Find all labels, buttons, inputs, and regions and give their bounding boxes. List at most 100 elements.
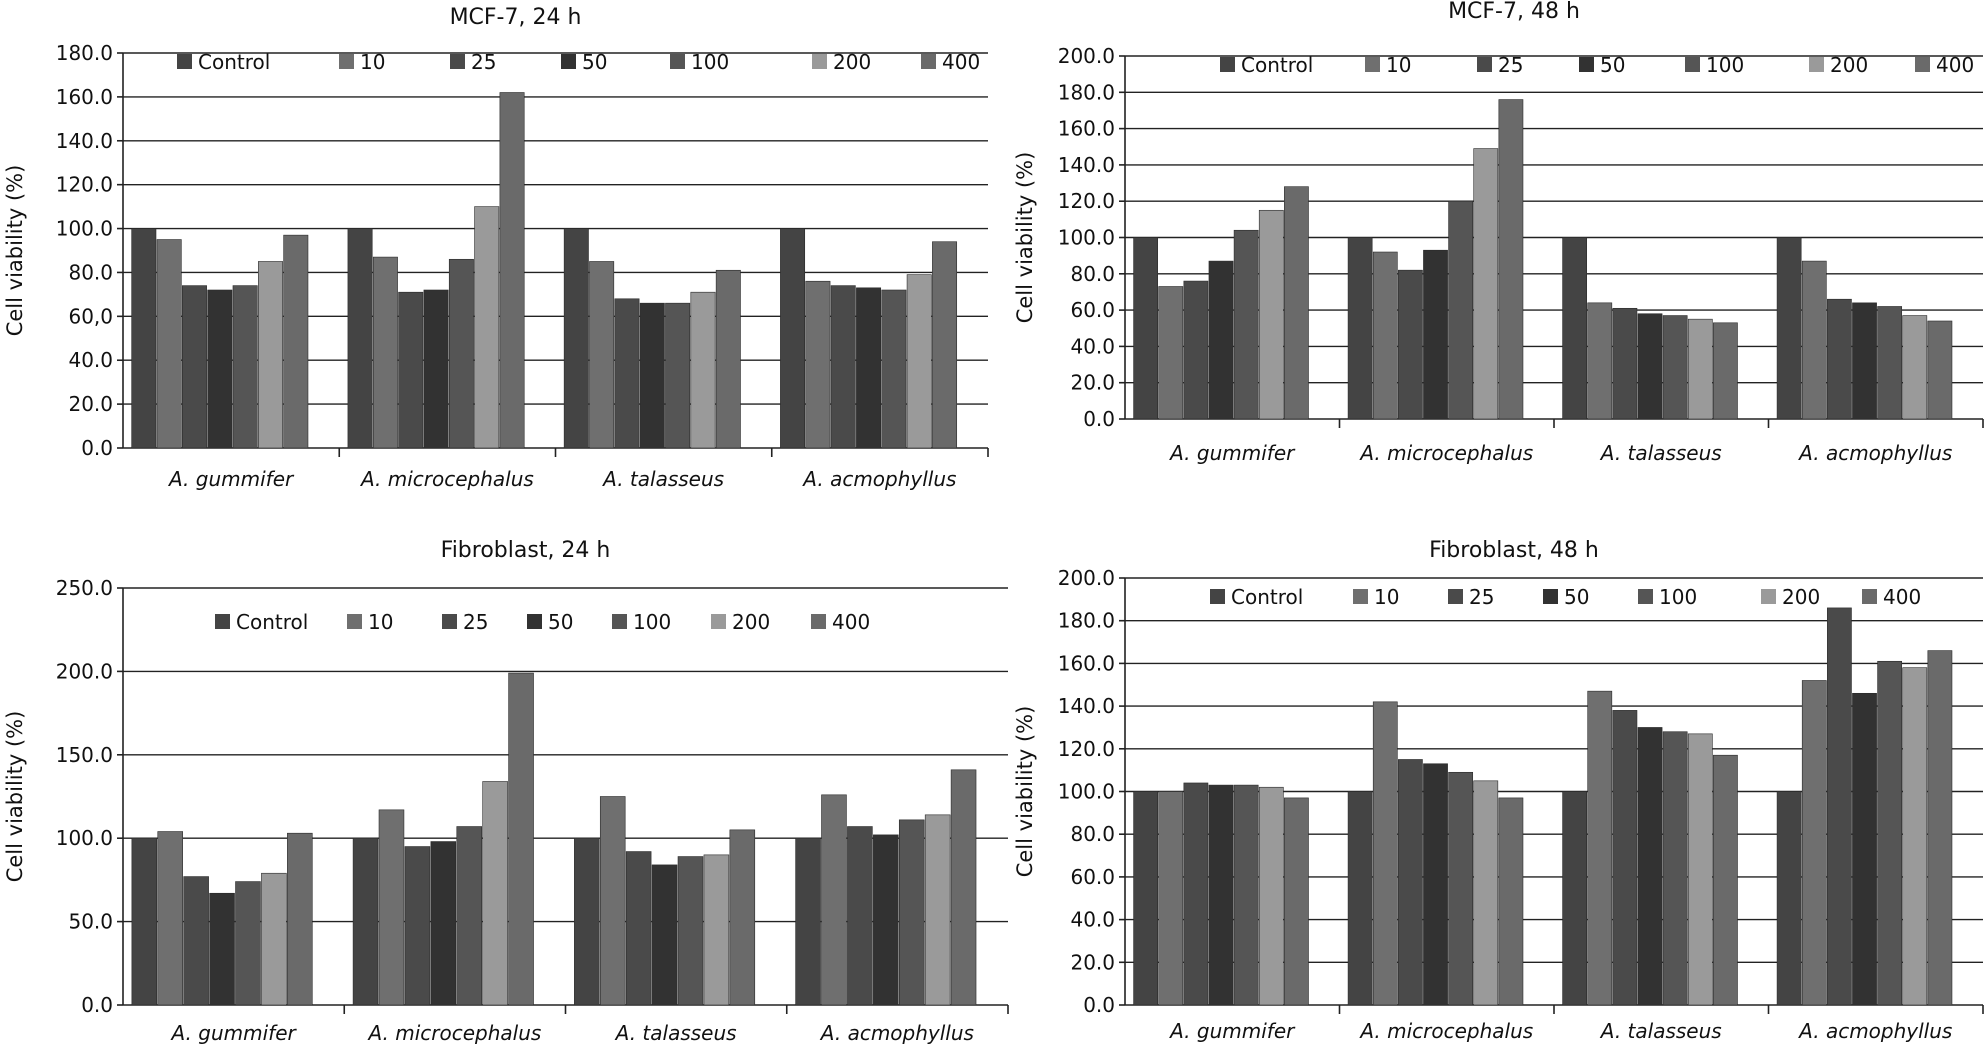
bar-a-talasseus-100 [1662,731,1688,1006]
bar-a-acmophyllus-10 [821,794,847,1006]
bar-a-talasseus-control [1562,791,1588,1006]
bar-a-talasseus-control [574,837,600,1006]
bar-a-acmophyllus-100 [881,289,907,449]
bar-a-microcephalus-50 [1423,249,1448,420]
y-tick-label: 80.0 [68,260,113,284]
bar-a-acmophyllus-200 [906,274,932,449]
bar-a-microcephalus-100 [456,826,482,1006]
bar-a-acmophyllus-25 [1827,298,1852,420]
y-tick-label: 60.0 [1070,865,1115,889]
bar-a-acmophyllus-50 [856,287,882,449]
legend-swatch-400 [811,614,826,629]
category-label: A. microcephalus [1358,441,1533,465]
legend-swatch-10 [347,614,362,629]
bar-a-acmophyllus-10 [1801,680,1827,1006]
bar-a-microcephalus-200 [1473,780,1499,1006]
legend-swatch-50 [1543,589,1558,604]
bar-a-gummifer-200 [1258,209,1284,420]
legend-label-50: 50 [582,50,607,74]
legend-swatch-10 [339,54,354,69]
legend-label-100: 100 [691,50,729,74]
bar-a-talasseus-400 [715,269,741,449]
chart-panel-mcf7-24h: MCF-7, 24 h 0.0 20.0 40.0 60,0 80.0 100.0 120.0… [0,0,990,510]
bar-a-gummifer-50 [207,289,233,449]
bar-a-microcephalus-10 [372,256,398,449]
legend-swatch-100 [1685,57,1700,72]
bar-a-talasseus-100 [677,856,704,1006]
chart-panel-fibroblast-24h: Fibroblast, 24 h 0.0 50.0 100.0 150.0 200.0 25… [0,400,1010,1055]
category-label: A. microcephalus [366,1021,541,1045]
bar-a-gummifer-10 [156,239,182,449]
legend-label-400: 400 [832,610,870,634]
bar-a-gummifer-100 [232,285,258,449]
chart-fibroblast-48h: Fibroblast, 48 h 0.0 20.0 40.0 60.0 80.0 100.0… [1013,538,1984,1043]
bar-a-talasseus-25 [1612,710,1638,1006]
category-label: A. microcephalus [1358,1019,1533,1043]
bar-a-gummifer-control [1133,237,1159,420]
legend-label-25: 25 [1498,53,1523,77]
bar-a-microcephalus-50 [1423,763,1448,1006]
bar-a-microcephalus-control [352,837,379,1006]
y-tick-label: 40.0 [68,348,113,372]
bar-a-acmophyllus-400 [1927,650,1953,1006]
legend-swatch-25 [1477,57,1492,72]
y-tick-label: 100.0 [1058,780,1115,804]
bar-a-microcephalus-400 [1498,797,1524,1006]
y-axis-label: Cell viability (%) [1013,706,1037,878]
chart-panel-mcf7-48h: MCF-7, 48 h 0.0 20.0 40.0 60.0 80.0 100.0 120.0… [1010,0,1985,500]
bar-a-acmophyllus-400 [950,769,977,1006]
legend-swatch-control [177,54,192,69]
category-label: A. talasseus [601,467,724,491]
bar-a-talasseus-400 [729,829,756,1006]
legend-label-control: Control [198,50,270,74]
y-tick-label: 200.0 [56,659,113,683]
bar-a-microcephalus-400 [1498,99,1524,420]
bar-a-gummifer-200 [261,872,287,1006]
y-tick-label: 160.0 [56,85,113,109]
chart-title: Fibroblast, 48 h [1429,538,1599,563]
legend-label-10: 10 [1374,585,1399,609]
legend-label-100: 100 [1706,53,1744,77]
bar-a-talasseus-50 [639,302,665,449]
bar-a-acmophyllus-400 [1927,320,1953,420]
bar-a-talasseus-control [563,228,589,449]
y-tick-label: 180.0 [56,41,113,65]
y-tick-label: 120.0 [1058,189,1115,213]
y-tick-label: 0.0 [1083,993,1115,1017]
category-label: A. gummifer [167,467,295,491]
y-tick-label: 50.0 [68,910,113,934]
bar-a-acmophyllus-50 [1852,692,1877,1006]
legend-label-25: 25 [1469,585,1494,609]
legend-label-400: 400 [1936,53,1974,77]
bar-a-acmophyllus-25 [1827,607,1852,1006]
legend-swatch-200 [1809,57,1824,72]
legend-label-25: 25 [471,50,496,74]
legend-swatch-10 [1353,589,1368,604]
y-tick-label: 20.0 [68,392,113,416]
legend-label-control: Control [236,610,308,634]
chart-mcf7-48h: MCF-7, 48 h 0.0 20.0 40.0 60.0 80.0 100.0 120.0… [1013,0,1984,465]
chart-title: MCF-7, 24 h [450,5,582,30]
bar-a-talasseus-200 [690,291,716,449]
bar-a-acmophyllus-control [795,837,821,1006]
y-tick-label: 180.0 [1058,80,1115,104]
bar-a-microcephalus-100 [1448,200,1474,420]
bar-a-acmophyllus-50 [873,834,899,1006]
category-label: A. gummifer [1168,1019,1296,1043]
legend-swatch-25 [450,54,465,69]
bar-a-talasseus-200 [1687,733,1713,1006]
category-label: A. acmophyllus [801,467,956,491]
y-tick-label: 180.0 [1058,609,1115,633]
y-tick-label: 120.0 [56,173,113,197]
legend-label-200: 200 [1782,585,1820,609]
y-tick-label: 60,0 [68,304,113,328]
bar-a-microcephalus-200 [474,206,500,449]
bar-a-gummifer-400 [287,832,313,1006]
bar-a-microcephalus-control [1347,237,1373,420]
legend-swatch-50 [1579,57,1594,72]
bar-a-acmophyllus-control [780,228,806,449]
legend-swatch-10 [1365,57,1380,72]
bar-a-talasseus-100 [1662,315,1688,420]
bar-a-acmophyllus-200 [1902,667,1928,1006]
y-tick-label: 80.0 [1070,262,1115,286]
